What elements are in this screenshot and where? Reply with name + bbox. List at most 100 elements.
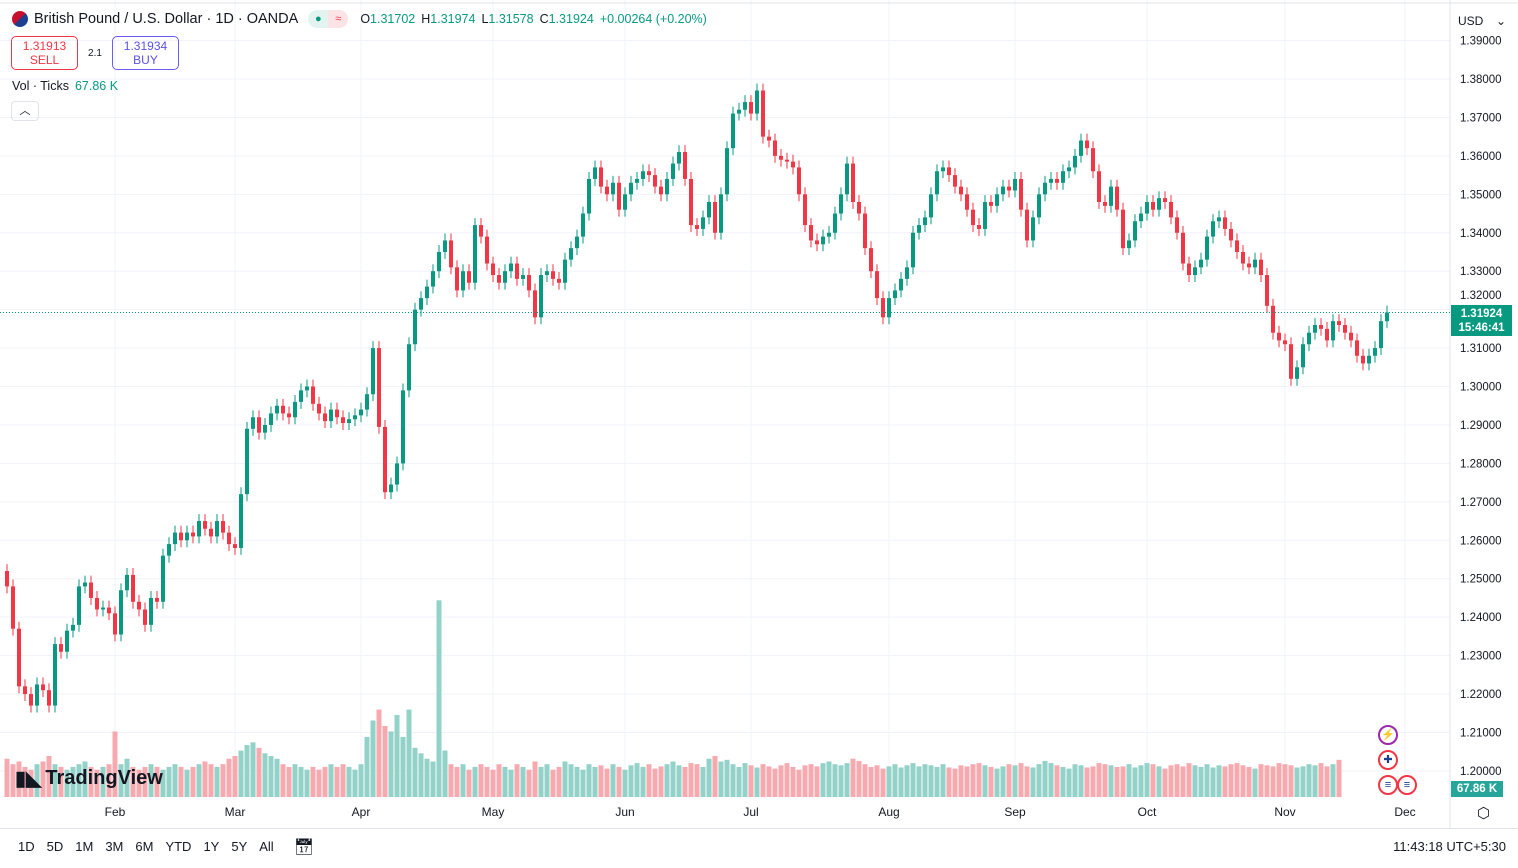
lightning-event-icon[interactable]: ⚡ (1378, 725, 1398, 745)
range-ytd[interactable]: YTD (165, 839, 192, 854)
volume-bar (910, 763, 916, 797)
candle-body (149, 597, 153, 625)
volume-bar (706, 758, 712, 797)
candle-body (371, 348, 375, 395)
candle-body (407, 344, 411, 391)
volume-bar (1120, 766, 1126, 797)
candle-body (659, 186, 663, 195)
volume-bar (274, 758, 280, 797)
volume-bar (322, 766, 328, 797)
uk-event-flag-icon[interactable]: ✚ (1378, 750, 1398, 770)
candle-body (83, 582, 87, 587)
candle-body (203, 521, 207, 529)
range-6m[interactable]: 6M (135, 839, 154, 854)
candle-body (1121, 209, 1125, 249)
range-3m[interactable]: 3M (105, 839, 124, 854)
candle-body (251, 417, 255, 429)
candle-body (131, 574, 135, 602)
volume-bar (544, 764, 550, 797)
volume-bar (424, 758, 430, 797)
candle-body (65, 630, 69, 652)
candle-body (503, 271, 507, 283)
range-5d[interactable]: 5D (46, 839, 64, 854)
candle-body (629, 182, 633, 195)
volume-bar (748, 765, 754, 797)
volume-bar (502, 766, 508, 797)
volume-bar (946, 767, 952, 797)
candle-body (527, 275, 531, 291)
volume-bar (682, 766, 688, 797)
candle-body (53, 644, 57, 706)
symbol-title[interactable]: British Pound / U.S. Dollar · 1D · OANDA (34, 11, 299, 27)
volume-bar (694, 764, 700, 797)
volume-bar (10, 764, 16, 797)
volume-bar (76, 764, 82, 797)
time-tick-label: Jun (615, 805, 634, 819)
candle-body (587, 178, 591, 214)
sell-button[interactable]: 1.31913 SELL (11, 36, 78, 70)
volume-bar (754, 767, 760, 797)
candle-body (899, 278, 903, 291)
volume-bar (1180, 766, 1186, 797)
volume-bar (1102, 764, 1108, 797)
calendar-icon[interactable]: 📅︎ (293, 838, 315, 856)
volume-legend[interactable]: Vol · Ticks 67.86 K (12, 79, 118, 93)
candle-body (401, 390, 405, 464)
open-label: O (360, 12, 371, 26)
candle-body (1115, 186, 1119, 210)
volume-bar (304, 769, 310, 797)
volume-bar (940, 764, 946, 797)
volume-bar (310, 766, 316, 797)
volume-bar (670, 761, 676, 797)
volume-bar (142, 766, 148, 797)
range-1m[interactable]: 1M (75, 839, 94, 854)
tradingview-logo[interactable]: ▮◣ TradingView (15, 766, 163, 791)
volume-bar (856, 760, 862, 797)
volume-bar (538, 766, 544, 797)
currency-select[interactable]: USD ⌄ (1452, 10, 1512, 32)
candle-body (1157, 198, 1161, 210)
candle-body (1235, 240, 1239, 252)
volume-bar (970, 764, 976, 797)
volume-bar (250, 742, 256, 797)
volume-bar (454, 766, 460, 797)
candle-body (101, 607, 105, 610)
volume-bar (556, 766, 562, 797)
buy-button[interactable]: 1.31934 BUY (112, 36, 179, 70)
volume-bar (154, 766, 160, 797)
candle-body (749, 102, 753, 114)
range-1y[interactable]: 1Y (203, 839, 220, 854)
candle-body (437, 251, 441, 272)
price-tick-label: 1.32000 (1460, 290, 1502, 302)
collapse-legend-button[interactable]: ︿ (11, 101, 39, 121)
candle-body (905, 267, 909, 279)
clock[interactable]: 11:43:18 UTC+5:30 (1393, 839, 1506, 854)
volume-bar (214, 766, 220, 797)
volume-bar (358, 764, 364, 797)
candle-body (1193, 267, 1197, 276)
candle-body (857, 202, 861, 214)
candle-body (1073, 155, 1077, 168)
range-all[interactable]: All (259, 839, 274, 854)
candle-body (971, 209, 975, 226)
price-tick-label: 1.29000 (1460, 420, 1502, 432)
us-event-flag-icon-2[interactable]: ≡ (1397, 775, 1417, 795)
market-status-pill[interactable]: ● ≈ (308, 10, 349, 28)
chart-settings-icon[interactable]: ⬡ (1477, 805, 1491, 822)
volume-bar (1198, 766, 1204, 797)
volume-bar (868, 766, 874, 797)
range-1d[interactable]: 1D (18, 839, 35, 854)
us-event-flag-icon[interactable]: ≡ (1378, 775, 1398, 795)
volume-bar (826, 761, 832, 797)
range-5y[interactable]: 5Y (231, 839, 248, 854)
volume-bar (160, 769, 166, 797)
volume-bar (1270, 766, 1276, 797)
volume-bar (1156, 766, 1162, 797)
volume-bar (1042, 760, 1048, 797)
last-price-label: 1.31924 15:46:41 (1451, 305, 1512, 336)
volume-bar (256, 747, 262, 797)
candle-body (1379, 321, 1383, 349)
candle-body (1181, 232, 1185, 264)
change-value: +0.00264 (+0.20%) (599, 12, 707, 26)
